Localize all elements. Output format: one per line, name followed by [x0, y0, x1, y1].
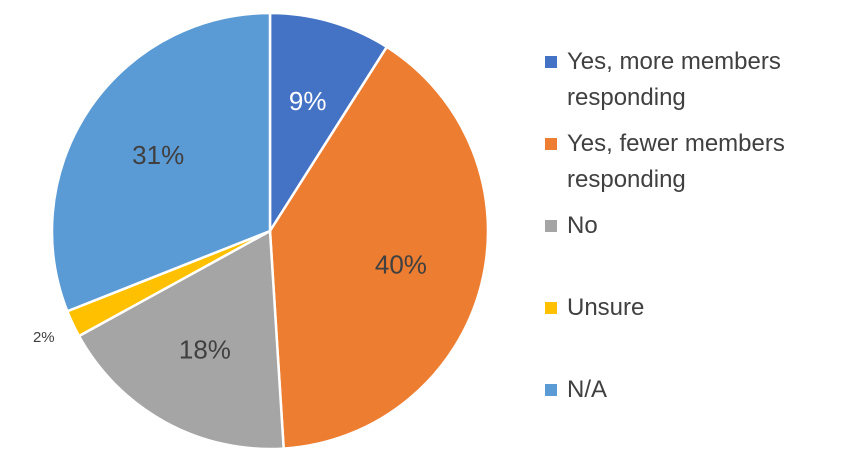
pie-slice-yes-fewer [268, 45, 490, 450]
legend-swatch-unsure [545, 302, 557, 314]
legend-label-yes-fewer: Yes, fewer members responding [567, 130, 785, 193]
legend-swatch-na [545, 384, 557, 396]
data-label-yes-fewer: 40% [375, 250, 427, 280]
legend-label-no: No [567, 212, 598, 239]
legend-swatch-no [545, 220, 557, 232]
pie-slice-yes-more [268, 11, 389, 233]
legend-label-yes-more: Yes, more members responding [567, 48, 781, 111]
legend-swatch-yes-fewer [545, 138, 557, 150]
pie-slice-na [50, 11, 272, 313]
data-label-no: 18% [179, 334, 231, 364]
pie-slice-no [77, 229, 285, 451]
legend-label-unsure: Unsure [567, 294, 645, 321]
legend-swatch-yes-more [545, 56, 557, 68]
legend-label-na: N/A [567, 376, 608, 403]
data-label-yes-more: 9% [289, 86, 327, 116]
data-label-na: 31% [132, 140, 184, 170]
data-label-unsure: 2% [33, 329, 55, 346]
